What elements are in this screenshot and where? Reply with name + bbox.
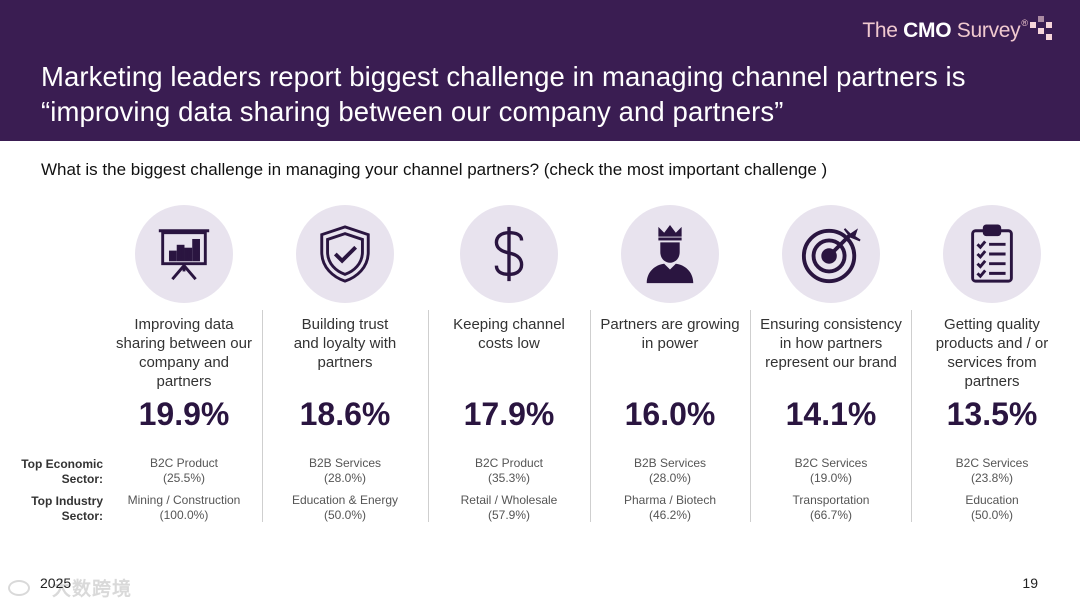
challenge-percent: 18.6% [299,396,391,432]
challenge-card-brand-consistency: Ensuring consistency in how partners repre… [751,205,911,530]
top-economic-sector-value: B2B Services (28.0%) [633,456,707,485]
icon-circle [135,205,233,303]
watermark-ring-icon [8,579,30,596]
icon-circle [296,205,394,303]
challenge-percent: 14.1% [785,396,877,432]
top-industry-sector-value: Transportation (66.7%) [792,493,870,522]
top-economic-sector-value: B2C Services (19.0%) [794,456,868,485]
top-industry-sector-value: Mining / Construction (100.0%) [127,493,241,522]
column-divider [590,310,591,522]
challenge-percent: 13.5% [946,396,1038,432]
shield-check-icon [320,225,370,283]
column-divider [262,310,263,522]
challenge-percent: 19.9% [138,396,230,432]
top-industry-sector-label: Top Industry Sector: [31,494,103,523]
title-banner: The CMO Survey ® Marketing leaders repor… [0,0,1080,141]
logo-text: The CMO Survey [862,19,1021,42]
top-industry-sector-value: Pharma / Biotech (46.2%) [623,493,717,522]
footer-year: 2025 [40,575,72,591]
crowned-person-icon [646,224,694,284]
top-industry-sector-value: Education & Energy (50.0%) [291,493,399,522]
challenge-card-partner-power: Partners are growing in power 16.0% B2B S… [590,205,750,530]
challenge-card-data-sharing: Improving data sharing between our company… [104,205,264,530]
icon-circle [621,205,719,303]
watermark-logo: 大数跨境 [8,574,132,601]
challenge-label: Building trust and loyalty with partners [293,316,397,371]
top-economic-sector-value: B2C Services (23.8%) [955,456,1029,485]
challenge-label: Partners are growing in power [600,316,740,352]
icon-circle [943,205,1041,303]
column-divider [428,310,429,522]
survey-question: What is the biggest challenge in managin… [41,160,828,179]
challenge-label: Ensuring consistency in how partners repre… [760,316,902,371]
top-industry-sector-value: Education (50.0%) [965,493,1019,522]
top-economic-sector-label: Top Economic Sector: [21,457,103,486]
top-economic-sector-value: B2B Services (28.0%) [308,456,382,485]
top-economic-sector-value: B2C Product (35.3%) [474,456,544,485]
slide-title: Marketing leaders report biggest challen… [41,61,966,127]
challenge-card-quality: Getting quality products and / or services… [912,205,1072,530]
icon-circle [782,205,880,303]
challenge-label: Improving data sharing between our company… [116,316,252,390]
target-icon [801,228,861,284]
challenge-label: Getting quality products and / or services… [935,316,1049,390]
logo-dots-icon [1030,16,1054,42]
icon-circle [460,205,558,303]
challenge-percent: 16.0% [624,396,716,432]
dollar-icon [494,226,524,282]
registered-mark: ® [1021,18,1028,28]
top-economic-sector-value: B2C Product (25.5%) [149,456,219,485]
column-divider [911,310,912,522]
challenge-label: Keeping channel costs low [453,316,565,352]
page-number: 19 [1022,575,1038,591]
column-divider [750,310,751,522]
watermark-text: 大数跨境 [52,579,133,600]
challenge-card-costs: Keeping channel costs low 17.9% B2C Produ… [429,205,589,530]
challenge-percent: 17.9% [463,396,555,432]
presentation-chart-icon [158,229,210,281]
top-industry-sector-value: Retail / Wholesale (57.9%) [460,493,558,522]
checklist-icon [971,224,1013,283]
cmo-survey-logo: The CMO Survey ® [862,16,1054,44]
challenge-card-trust: Building trust and loyalty with partners 1… [265,205,425,530]
